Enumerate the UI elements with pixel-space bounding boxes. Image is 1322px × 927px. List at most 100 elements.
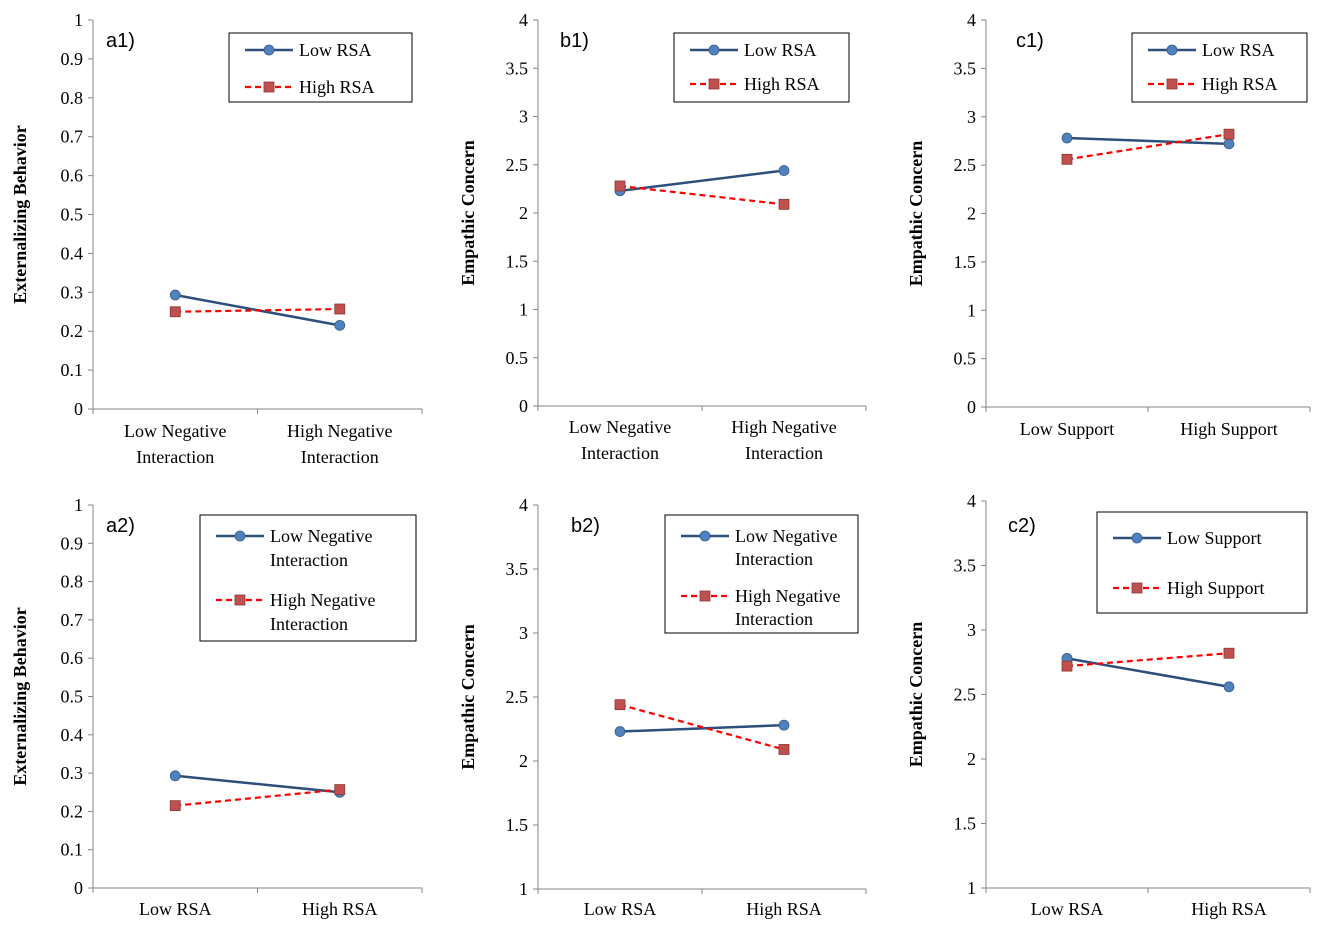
legend-marker [1166, 78, 1178, 90]
y-tick-label: 1 [967, 878, 976, 898]
y-tick-label: 0.5 [61, 205, 84, 225]
y-tick-label: 2 [967, 204, 976, 224]
x-tick-label: High RSA [302, 899, 378, 919]
y-tick-label: 4 [967, 10, 976, 30]
legend-label: High Support [1167, 578, 1265, 598]
series-line-1 [1066, 657, 1230, 688]
y-tick-label: 1 [519, 300, 528, 320]
data-point [169, 306, 181, 318]
y-tick-label: 0 [74, 399, 83, 419]
x-tick-label: Interaction [581, 443, 659, 463]
y-tick-label: 0.9 [61, 533, 84, 553]
y-tick-label: 2 [967, 749, 976, 769]
legend: Low RSA High RSA [1131, 32, 1308, 103]
y-tick-label: 0.4 [61, 243, 84, 263]
y-tick-label: 0.1 [61, 360, 84, 380]
data-point [614, 180, 626, 192]
y-tick-label: 1 [74, 10, 83, 30]
legend-label: Low RSA [299, 40, 372, 60]
data-point [1223, 681, 1235, 693]
legend-label: Low RSA [1202, 40, 1275, 60]
series-line-1 [175, 774, 340, 794]
x-tick-label: Low RSA [139, 899, 212, 919]
legend-marker [1131, 582, 1143, 594]
legend-label: Low Support [1167, 528, 1262, 548]
legend-label: High Negative [735, 586, 840, 606]
legend-label: Interaction [735, 549, 813, 569]
x-tick-label: Interaction [136, 447, 214, 467]
y-axis-label: Empathic Concern [458, 140, 478, 286]
y-tick-label: 0 [967, 397, 976, 417]
x-tick-label: High RSA [746, 899, 822, 919]
panel-label: a2) [106, 515, 135, 537]
data-point [169, 800, 181, 812]
data-point [169, 770, 181, 782]
chart-panel-5: 1 1.5 2 2.5 3 3.5 4 Low RSA High RSA Empathic Con… [458, 495, 867, 919]
series-line-2 [619, 703, 785, 751]
data-point [334, 784, 346, 795]
panel-label: c2) [1008, 515, 1036, 537]
panel-label: b1) [560, 30, 589, 52]
legend: Low RSA High RSA [673, 32, 850, 103]
data-point [614, 726, 626, 737]
legend-marker [234, 530, 246, 542]
y-tick-label: 0 [74, 878, 83, 898]
y-tick-label: 3 [519, 623, 528, 643]
y-tick-label: 0.6 [61, 166, 84, 186]
legend-label: High RSA [744, 74, 820, 94]
chart-panel-3: 0 0.5 1 1.5 2 2.5 3 3.5 4 Low Support High Support… [906, 10, 1311, 439]
series-line-2 [619, 184, 785, 206]
y-tick-label: 3 [967, 620, 976, 640]
panel-label: a1) [106, 30, 135, 52]
y-tick-label: 1.5 [954, 814, 977, 834]
y-tick-label: 0.8 [61, 88, 84, 108]
x-tick-label: Low Support [1020, 419, 1115, 439]
data-point [1223, 128, 1235, 140]
x-tick-label: Low Negative [569, 417, 671, 437]
legend-label: Low Negative [735, 526, 837, 546]
series-line-2 [175, 307, 340, 313]
legend-label: Low Negative [270, 526, 372, 546]
legend-label: High RSA [299, 77, 375, 97]
legend-marker [699, 590, 711, 602]
legend-box [1096, 511, 1308, 614]
legend-label: High Negative [270, 590, 375, 610]
data-point [1061, 132, 1073, 144]
y-tick-label: 1.5 [506, 815, 529, 835]
chart-panel-6: 1 1.5 2 2.5 3 3.5 4 Low RSA High RSA Empathic Con… [906, 491, 1311, 919]
y-tick-label: 0.2 [61, 321, 84, 341]
x-tick-label: Interaction [301, 447, 379, 467]
legend-marker [699, 530, 711, 542]
y-tick-label: 0.3 [61, 282, 84, 302]
x-tick-label: Low Negative [124, 421, 226, 441]
y-axis-label: Empathic Concern [906, 622, 926, 768]
legend-marker [1131, 532, 1143, 544]
data-point [778, 198, 790, 210]
legend: Low Negative Interaction High Negative Inte… [664, 514, 859, 634]
y-tick-label: 2 [519, 203, 528, 223]
data-point [1223, 647, 1235, 659]
y-tick-label: 0 [519, 396, 528, 416]
y-tick-label: 0.8 [61, 572, 84, 592]
y-tick-label: 2.5 [954, 685, 977, 705]
y-tick-label: 1.5 [506, 251, 529, 271]
legend-label: Low RSA [744, 40, 817, 60]
y-tick-label: 0.4 [61, 725, 84, 745]
data-point [778, 744, 790, 755]
series-line-1 [619, 169, 785, 193]
y-tick-label: 3.5 [954, 58, 977, 78]
y-tick-label: 0.7 [61, 610, 84, 630]
legend-label: Interaction [270, 550, 348, 570]
y-tick-label: 0.5 [954, 349, 977, 369]
data-point [778, 719, 790, 731]
legend: Low RSA High RSA [228, 32, 413, 103]
series-line-2 [1066, 652, 1230, 668]
data-point [334, 303, 346, 315]
legend-box [664, 514, 859, 634]
legend-box [228, 32, 413, 103]
y-tick-label: 0.6 [61, 648, 84, 668]
legend-marker [708, 78, 720, 90]
chart-panel-4: 0 0.1 0.2 0.3 0.4 0.5 0.6 0.7 0.8 0.9 1 Low RSA High… [10, 495, 423, 919]
legend-marker [234, 594, 246, 606]
